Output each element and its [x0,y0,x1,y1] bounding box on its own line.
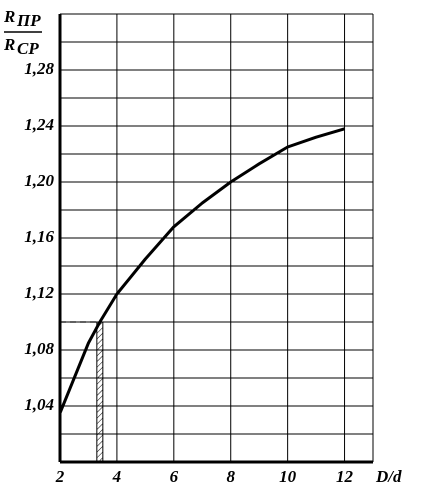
x-tick-label: 6 [170,467,179,486]
x-tick-label: 4 [112,467,122,486]
y-tick-label: 1,28 [24,59,54,78]
x-label: D/d [375,467,402,486]
reference-hatch [96,321,104,463]
y-tick-label: 1,08 [24,339,54,358]
y-tick-label: 1,24 [24,115,54,134]
x-tick-label: 8 [226,467,235,486]
x-tick-label: 12 [336,467,354,486]
y-tick-label: 1,04 [24,395,54,414]
y-tick-label: 1,20 [24,171,54,190]
x-tick-label: 2 [55,467,65,486]
y-label-den-sub: СР [17,39,39,58]
y-tick-label: 1,12 [24,283,54,302]
y-label-den: R [3,35,15,54]
x-tick-label: 10 [279,467,297,486]
y-label-num-sub: ПР [16,11,41,30]
y-label-num: R [3,7,15,26]
line-series [58,127,345,414]
y-tick-label: 1,16 [24,227,54,246]
